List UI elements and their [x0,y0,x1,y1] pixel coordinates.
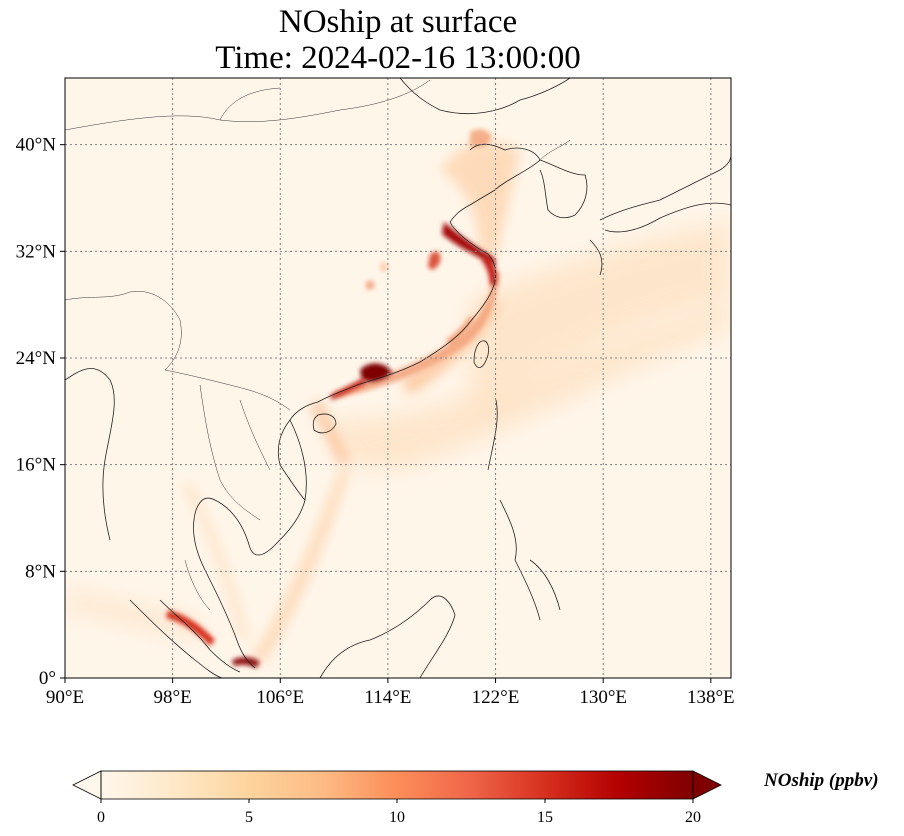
colorbar-extend-max [692,770,722,800]
colorbar-tick-label: 20 [685,809,701,826]
coastline-myanmar [65,368,115,541]
colorbar-ticks: 0 5 10 15 20 [97,799,701,826]
x-tick-label: 130°E [579,687,627,708]
y-tick-label: 24°N [16,348,57,369]
x-tick-label: 98°E [154,687,192,708]
y-tick-label: 32°N [16,241,57,262]
x-tick-label: 122°E [472,687,520,708]
x-tick-label: 138°E [687,687,735,708]
plume-hainan [310,400,350,465]
colorbar-label: NOship (ppbv) [764,770,879,791]
colorbar: 0 5 10 15 20 [72,770,722,826]
border-indochina-2 [199,384,261,521]
hotspot-inland-small [365,280,375,290]
x-tick-label: 114°E [364,687,411,708]
coastline-russia [399,78,571,115]
y-tick-label: 40°N [16,135,57,156]
coastline-malay [159,599,241,673]
gridlines [65,78,731,678]
x-tick-label: 90°E [46,687,84,708]
coastline-indochina [193,497,276,669]
border-indochina-1 [164,369,291,411]
chart-title-line-2: Time: 2024-02-16 13:00:00 [215,40,581,76]
coastline-borneo [319,595,456,678]
border-mongolia [65,79,431,131]
plume-sea-lane-south [250,470,350,665]
colorbar-tick-label: 5 [245,809,253,826]
hotspot-shanghai [482,256,497,285]
border-korea [539,139,571,161]
plume-east-china-sea [470,220,731,420]
hotspot-pearl-river [360,363,392,382]
border-indochina-3 [239,399,271,471]
coastline-japan [589,154,731,276]
map-frame [64,77,732,679]
coastline-china [274,143,541,546]
hotspot-bohai [470,129,492,148]
colorbar-extend-min [72,770,102,800]
y-tick-label: 0° [39,668,56,689]
coastline-hainan [312,413,337,434]
colorbar-tick-label: 10 [389,809,405,826]
plume-andaman [65,590,200,640]
coastline-korea [539,159,588,219]
map-panel: 90°E 98°E 106°E 114°E 122°E 130°E 138°E 0° 8°N 1… [16,77,735,708]
plume-south-china-sea [330,300,731,470]
hotspot-inland-red [428,251,441,270]
hotspot-inland-small-2 [379,262,389,272]
plume-yellow-sea [440,141,520,260]
x-tick-label: 106°E [256,687,304,708]
y-tick-label: 8°N [25,561,56,582]
border-south-asia [65,290,182,371]
border-mongolia-inner [219,87,281,121]
coastline-taiwan [473,340,489,368]
border-malay [184,559,211,611]
x-axis: 90°E 98°E 106°E 114°E 122°E 130°E 138°E [46,678,735,708]
coastline-philippines [487,399,561,621]
y-tick-label: 16°N [16,455,57,476]
chart-title-line-1: NOship at surface [278,4,518,40]
coastlines [65,78,731,678]
concentration-field [65,129,731,668]
colorbar-gradient [101,771,693,799]
plume-gulf-thailand [182,480,250,640]
y-axis: 0° 8°N 16°N 24°N 32°N 40°N [16,135,65,689]
colorbar-tick-label: 15 [537,809,553,826]
coastline-sumatra [129,599,223,678]
colorbar-tick-label: 0 [97,809,105,826]
plume-coast-band [335,270,500,398]
hotspot-singapore [232,657,260,668]
country-borders [65,79,571,611]
hotspot-taiwan-coast [446,316,474,345]
hotspot-jiangsu [442,222,496,266]
